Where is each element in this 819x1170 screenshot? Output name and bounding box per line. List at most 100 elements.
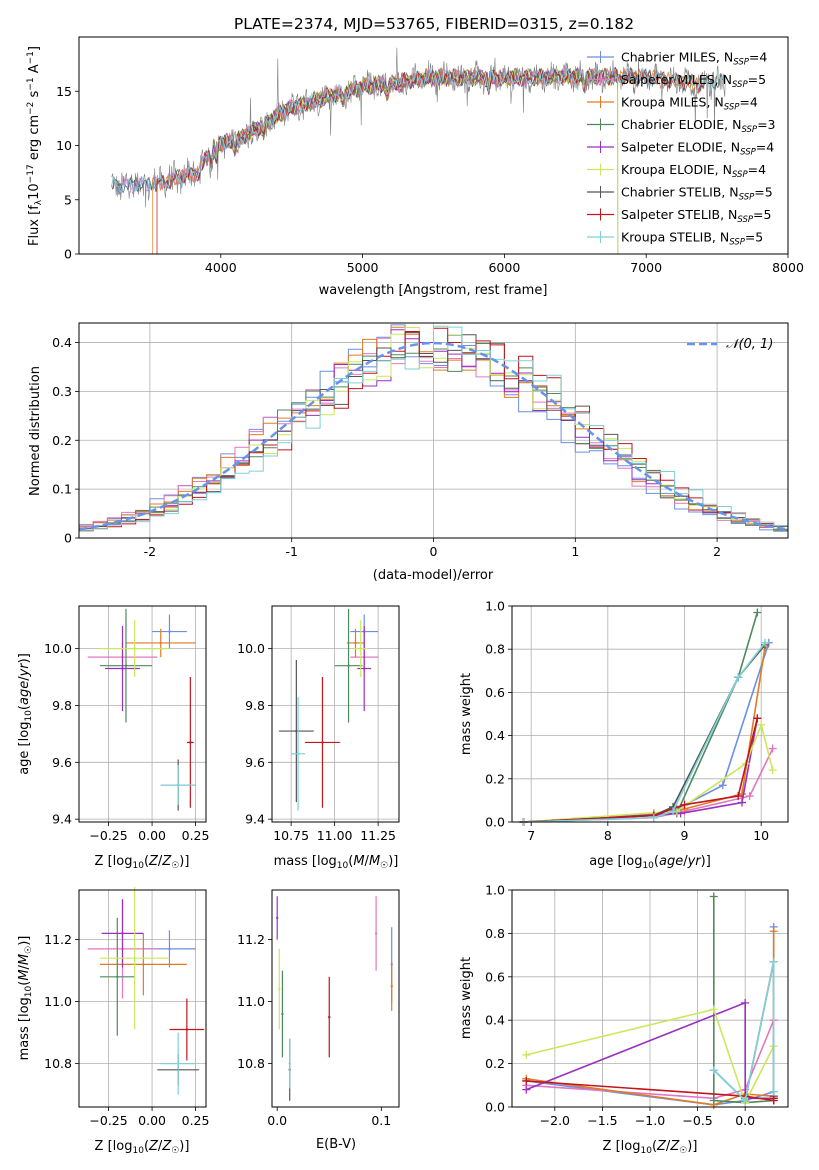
legend-entry-sub: SSP bbox=[741, 125, 757, 135]
x-tick-label: 0.1 bbox=[371, 1113, 391, 1128]
model-spectrum-kroupa-miles bbox=[152, 66, 703, 254]
legend-entry-main: Salpeter MILES, N bbox=[621, 72, 732, 87]
data-point bbox=[359, 647, 362, 650]
plus-marker bbox=[709, 1066, 718, 1075]
y-tick-label: 0.6 bbox=[485, 685, 505, 700]
y-tick-label: 0.4 bbox=[485, 1013, 505, 1028]
weight-line bbox=[523, 718, 759, 823]
weight-line bbox=[523, 748, 774, 823]
age-vs-mass-grid bbox=[272, 606, 399, 822]
spectrum-axes: 4000 5000 6000 7000 8000 0 5 10 15 bbox=[56, 84, 804, 275]
x-tick-label: −1.0 bbox=[635, 1113, 665, 1128]
y-tick-label: 10.8 bbox=[44, 1056, 72, 1071]
y-tick-label: 9.8 bbox=[245, 698, 265, 713]
histogram-plot bbox=[79, 324, 788, 534]
plus-marker bbox=[753, 714, 762, 723]
plus-marker bbox=[769, 927, 778, 936]
y-tick-label: 0.4 bbox=[52, 335, 72, 350]
plus-marker bbox=[718, 781, 727, 790]
y-tick-label: 0.2 bbox=[485, 1056, 505, 1071]
y-tick-label: 0.8 bbox=[485, 926, 505, 941]
legend-entry: Kroupa ELODIE, NSSP=4 bbox=[621, 162, 766, 180]
x-tick-label: 4000 bbox=[205, 260, 237, 275]
plus-marker bbox=[734, 792, 743, 801]
x-tick-label: 11.25 bbox=[360, 828, 396, 843]
legend-entry-tail: =4 bbox=[756, 140, 774, 155]
y-tick-label: 11.0 bbox=[237, 994, 265, 1009]
weight-line bbox=[523, 646, 766, 823]
mass-vs-Z-xlabel: Z [log10(Z/Z☉)] bbox=[95, 1139, 190, 1156]
figure-title: PLATE=2374, MJD=53765, FIBERID=0315, z=0… bbox=[234, 15, 634, 33]
y-tick-label: 1.0 bbox=[485, 599, 505, 614]
y-tick-label: 11.2 bbox=[44, 932, 72, 947]
plus-marker bbox=[709, 1096, 718, 1105]
legend-entry-main: Chabrier ELODIE, N bbox=[621, 117, 741, 132]
plus-marker bbox=[522, 1076, 531, 1085]
data-point bbox=[168, 630, 171, 633]
y-tick-label: 0 bbox=[64, 247, 72, 262]
x-tick-label: 0 bbox=[430, 544, 438, 559]
data-point bbox=[133, 957, 136, 960]
data-point bbox=[276, 916, 279, 920]
y-tick-label: 9.6 bbox=[245, 755, 265, 770]
plus-marker bbox=[768, 766, 777, 775]
x-tick-label: −0.5 bbox=[682, 1113, 712, 1128]
data-point bbox=[295, 729, 298, 733]
data-point bbox=[159, 641, 162, 645]
data-point bbox=[185, 1028, 189, 1031]
y-tick-label: 0.3 bbox=[52, 384, 72, 399]
age-vs-Z-panel: −0.25 0.00 0.25 9.4 9.6 9.8 10.0 Z [log10(Z/Z☉… bbox=[17, 605, 209, 871]
mass-vs-Z-axes: −0.25 0.00 0.25 10.8 11.0 11.2 bbox=[44, 932, 209, 1128]
data-point bbox=[363, 667, 366, 670]
massweight-vs-age-axes: 7 8 9 10 0.0 0.2 0.4 0.6 0.8 1.0 bbox=[485, 599, 769, 844]
legend-entry-tail: =4 bbox=[739, 95, 757, 110]
x-tick-label: 0.00 bbox=[138, 1113, 166, 1128]
x-tick-label: 5000 bbox=[347, 260, 379, 275]
x-tick-label: 1 bbox=[571, 544, 579, 559]
x-tick-label: 0.0 bbox=[267, 1113, 287, 1128]
x-tick-label: −1.5 bbox=[587, 1113, 617, 1128]
model-spectrum-kroupa-elodie bbox=[209, 67, 619, 254]
plus-marker bbox=[753, 608, 762, 617]
x-tick-label: 6000 bbox=[488, 260, 520, 275]
y-tick-label: 9.4 bbox=[52, 812, 72, 827]
x-tick-label: −0.25 bbox=[89, 1113, 127, 1128]
massweight-vs-Z-grid bbox=[512, 889, 788, 1108]
y-tick-label: 11.2 bbox=[237, 932, 265, 947]
model-spectrum-chabrier-elodie bbox=[206, 66, 619, 254]
massweight-vs-Z-plot bbox=[522, 892, 778, 1109]
data-point bbox=[176, 783, 180, 787]
data-point bbox=[124, 664, 128, 667]
y-tick-label: 0.1 bbox=[52, 482, 72, 497]
x-tick-label: 2 bbox=[713, 544, 721, 559]
data-point bbox=[121, 932, 124, 935]
legend-entry: Chabrier STELIB, NSSP=5 bbox=[621, 185, 773, 203]
y-tick-label: 10.0 bbox=[44, 641, 72, 656]
weight-line bbox=[523, 644, 766, 823]
legend-entry: Kroupa MILES, NSSP=4 bbox=[621, 95, 758, 113]
data-point bbox=[189, 741, 192, 744]
massweight-vs-Z-panel: −2.0 −1.5 −1.0 −0.5 0.0 0.0 0.2 0.4 0.6 0.8 1.0 Z … bbox=[459, 883, 789, 1156]
y-tick-label: 9.4 bbox=[245, 812, 265, 827]
legend-entry-sub: SSP bbox=[724, 103, 740, 113]
y-tick-label: 10.0 bbox=[237, 641, 265, 656]
plus-marker bbox=[734, 673, 743, 682]
age-vs-mass-panel: 10.75 11.00 11.25 9.4 9.6 9.8 10.0 mass [log10… bbox=[237, 605, 400, 871]
legend-entry-tail: =5 bbox=[748, 72, 766, 87]
data-point bbox=[278, 988, 281, 991]
weight-line bbox=[713, 896, 774, 1104]
data-point bbox=[116, 975, 119, 978]
mass-vs-EBV-axes: 0.0 0.1 10.8 11.0 11.2 bbox=[237, 932, 391, 1128]
weight-line bbox=[523, 642, 766, 823]
legend-entry: Chabrier MILES, NSSP=4 bbox=[621, 50, 767, 68]
y-tick-label: 0.2 bbox=[52, 433, 72, 448]
x-tick-label: −0.25 bbox=[89, 828, 127, 843]
data-point bbox=[296, 752, 300, 755]
weight-line bbox=[523, 612, 759, 823]
mass-vs-EBV-plot bbox=[276, 896, 393, 1101]
legend-entry-main: Salpeter STELIB, N bbox=[621, 207, 737, 222]
data-point bbox=[142, 963, 145, 966]
histogram-xlabel: (data-model)/error bbox=[373, 568, 494, 583]
plus-marker bbox=[757, 720, 766, 729]
data-point bbox=[328, 1015, 331, 1019]
